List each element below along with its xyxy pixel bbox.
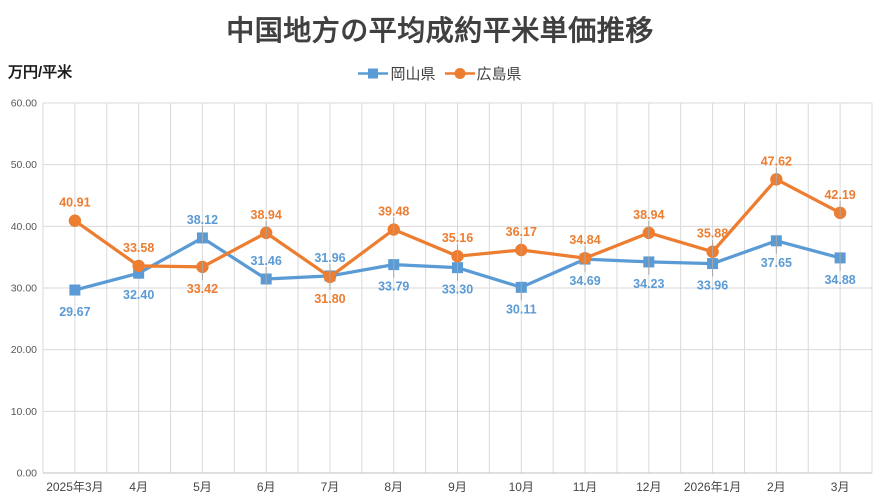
legend-marker-shape [454,68,465,79]
y-axis-tick-label: 50.00 [11,159,37,171]
legend-square-marker-icon [358,68,389,79]
data-label: 34.23 [633,277,664,291]
legend: 岡山県 広島県 [0,63,880,84]
x-axis-category-label: 9月 [448,480,467,494]
data-label: 47.62 [761,154,792,168]
legend-item-okayama: 岡山県 [358,63,436,84]
x-axis-category-label: 2026年1月 [684,480,741,494]
data-label: 31.96 [314,251,345,265]
x-axis-category-label: 8月 [384,480,403,494]
x-axis-category-label: 3月 [831,480,850,494]
data-label: 38.94 [633,208,664,222]
y-axis-tick-label: 0.00 [17,468,38,480]
x-axis-category-label: 4月 [129,480,148,494]
x-axis-category-label: 12月 [636,480,661,494]
y-axis-tick-label: 10.00 [11,406,37,418]
data-label: 36.17 [506,225,537,239]
data-label: 32.40 [123,288,154,302]
data-label: 35.88 [697,227,728,241]
data-label: 34.88 [824,273,855,287]
data-label: 33.30 [442,283,473,297]
data-label: 38.12 [187,213,218,227]
data-point-square-marker [69,284,81,296]
x-axis-category-label: 11月 [573,480,597,494]
data-label: 33.42 [187,282,218,296]
data-label: 33.79 [378,280,409,294]
data-point-square-marker [133,267,145,279]
x-axis-category-label: 5月 [193,480,212,494]
data-label: 30.11 [506,302,537,316]
legend-circle-marker-icon [444,68,475,79]
data-label: 29.67 [59,305,90,319]
data-label: 34.84 [569,233,600,247]
legend-label: 岡山県 [390,66,436,83]
data-label: 39.48 [378,205,409,219]
chart-title: 中国地方の平均成約平米単価推移 [226,15,654,46]
data-label: 42.19 [824,188,855,202]
y-axis-tick-label: 30.00 [11,283,37,295]
data-label: 31.46 [251,254,282,268]
legend-label: 広島県 [476,66,522,83]
data-label: 34.69 [569,274,600,288]
x-axis-category-label: 7月 [321,480,340,494]
y-axis-unit-label: 万円/平米 [8,64,73,81]
data-point-circle-marker [132,259,145,273]
x-axis-category-label: 2月 [767,480,786,494]
y-axis-tick-label: 20.00 [11,344,37,356]
data-label: 33.96 [697,279,728,293]
data-point-circle-marker [68,214,82,227]
data-label: 37.65 [761,256,792,270]
x-axis-category-label: 6月 [257,480,276,494]
data-label: 35.16 [442,231,473,245]
data-label: 33.58 [123,241,154,255]
y-axis-tick-label: 60.00 [11,98,37,110]
x-axis-category-label: 10月 [509,480,534,494]
data-label: 40.91 [59,196,90,210]
legend-marker-shape [368,68,379,79]
y-axis-tick-label: 40.00 [11,221,37,233]
legend-item-hiroshima: 広島県 [444,63,522,84]
data-label: 31.80 [314,292,345,306]
data-label: 38.94 [251,208,282,222]
x-axis-category-label: 2025年3月 [46,480,103,494]
